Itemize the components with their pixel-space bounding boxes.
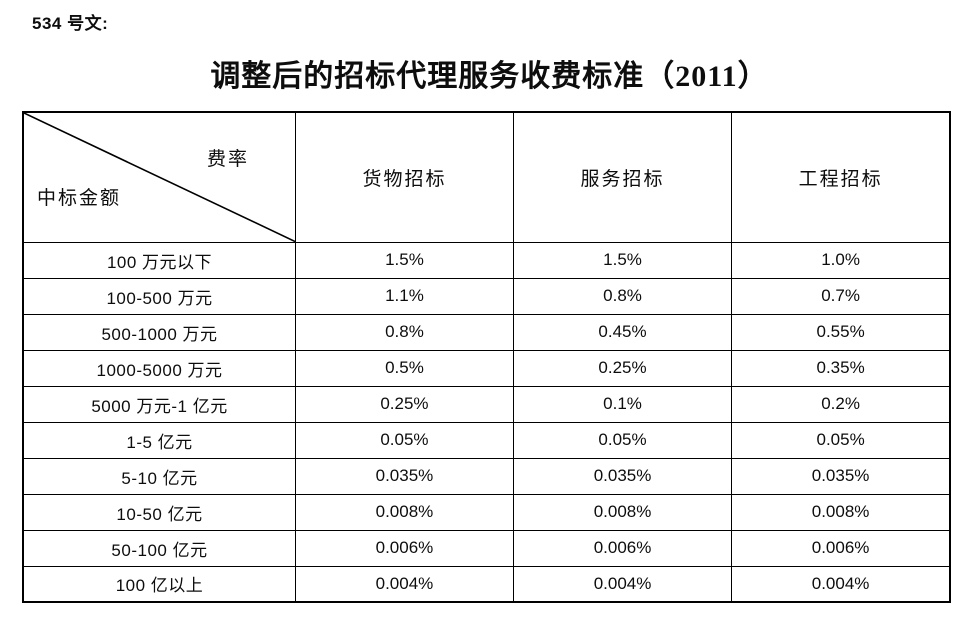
rate-cell: 0.004% xyxy=(512,565,733,603)
row-label-cell: 500-1000 万元 xyxy=(22,313,297,351)
rate-cell: 1.1% xyxy=(295,277,514,315)
row-label-cell: 5000 万元-1 亿元 xyxy=(22,385,297,423)
rate-cell: 0.006% xyxy=(295,529,514,567)
table-row: 100-500 万元 1.1% 0.8% 0.7% xyxy=(22,277,951,315)
table-row: 50-100 亿元 0.006% 0.006% 0.006% xyxy=(22,529,951,567)
column-header-goods-tender: 货物招标 xyxy=(295,111,514,243)
rate-cell: 0.25% xyxy=(512,349,733,387)
rate-cell: 0.006% xyxy=(731,529,951,567)
rate-cell: 0.1% xyxy=(512,385,733,423)
row-label-cell: 1-5 亿元 xyxy=(22,421,297,459)
rate-cell: 0.05% xyxy=(731,421,951,459)
rate-cell: 0.004% xyxy=(731,565,951,603)
table-row: 1000-5000 万元 0.5% 0.25% 0.35% xyxy=(22,349,951,387)
rate-cell: 1.0% xyxy=(731,241,951,279)
corner-label-bid-amount: 中标金额 xyxy=(37,187,122,209)
rate-cell: 0.25% xyxy=(295,385,514,423)
fee-rate-table: 费率 中标金额 货物招标 服务招标 工程招标 100 万元以下 1.5% 1.5… xyxy=(22,111,951,603)
row-label-cell: 100 亿以上 xyxy=(22,565,297,603)
rate-cell: 0.05% xyxy=(512,421,733,459)
table-row: 1-5 亿元 0.05% 0.05% 0.05% xyxy=(22,421,951,459)
rate-cell: 1.5% xyxy=(512,241,733,279)
page-title: 调整后的招标代理服务收费标准（2011） xyxy=(210,60,769,93)
row-label-cell: 10-50 亿元 xyxy=(22,493,297,531)
column-header-service-tender: 服务招标 xyxy=(512,111,733,243)
rate-cell: 0.006% xyxy=(512,529,733,567)
rate-cell: 0.8% xyxy=(295,313,514,351)
rate-cell: 0.008% xyxy=(295,493,514,531)
row-label-cell: 1000-5000 万元 xyxy=(22,349,297,387)
table-row: 10-50 亿元 0.008% 0.008% 0.008% xyxy=(22,493,951,531)
table-header-row: 费率 中标金额 货物招标 服务招标 工程招标 xyxy=(22,111,951,243)
row-label-cell: 100 万元以下 xyxy=(22,241,297,279)
diagonal-divider-line xyxy=(24,113,295,241)
rate-cell: 0.45% xyxy=(512,313,733,351)
corner-label-fee-rate: 费率 xyxy=(207,149,250,170)
row-label-cell: 50-100 亿元 xyxy=(22,529,297,567)
diagonal-corner-cell: 费率 中标金额 xyxy=(22,111,297,243)
table-row: 500-1000 万元 0.8% 0.45% 0.55% xyxy=(22,313,951,351)
rate-cell: 0.7% xyxy=(731,277,951,315)
row-label-cell: 5-10 亿元 xyxy=(22,457,297,495)
rate-cell: 1.5% xyxy=(295,241,514,279)
rate-cell: 0.035% xyxy=(295,457,514,495)
rate-cell: 0.35% xyxy=(731,349,951,387)
rate-cell: 0.05% xyxy=(295,421,514,459)
rate-cell: 0.008% xyxy=(731,493,951,531)
document-number-label: 534 号文: xyxy=(32,14,109,33)
rate-cell: 0.035% xyxy=(731,457,951,495)
rate-cell: 0.8% xyxy=(512,277,733,315)
rate-cell: 0.5% xyxy=(295,349,514,387)
rate-cell: 0.2% xyxy=(731,385,951,423)
column-header-engineering-tender: 工程招标 xyxy=(731,111,951,243)
table-row: 100 亿以上 0.004% 0.004% 0.004% xyxy=(22,565,951,603)
row-label-cell: 100-500 万元 xyxy=(22,277,297,315)
table-row: 100 万元以下 1.5% 1.5% 1.0% xyxy=(22,241,951,279)
table-row: 5-10 亿元 0.035% 0.035% 0.035% xyxy=(22,457,951,495)
rate-cell: 0.55% xyxy=(731,313,951,351)
rate-cell: 0.035% xyxy=(512,457,733,495)
rate-cell: 0.008% xyxy=(512,493,733,531)
rate-cell: 0.004% xyxy=(295,565,514,603)
table-row: 5000 万元-1 亿元 0.25% 0.1% 0.2% xyxy=(22,385,951,423)
